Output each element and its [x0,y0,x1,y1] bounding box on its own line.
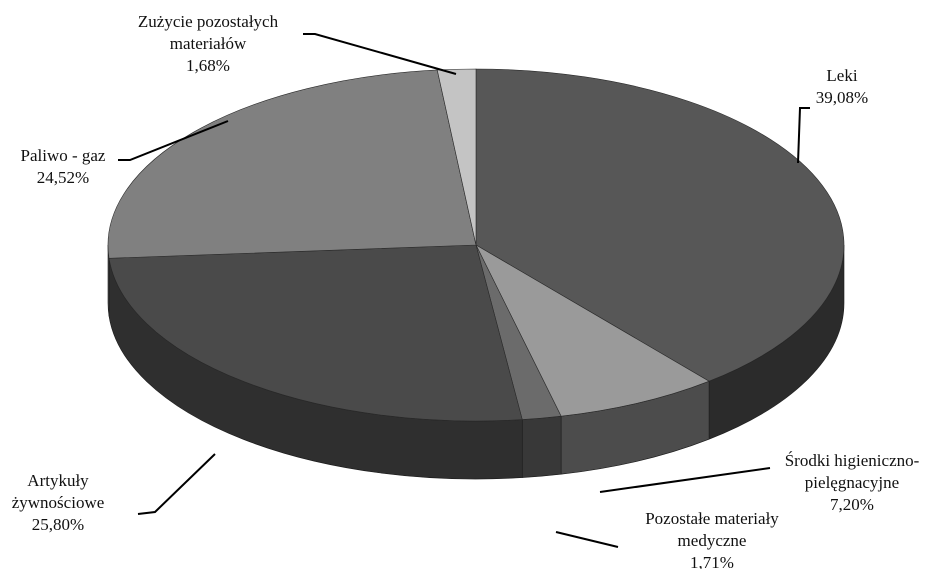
slice-label-2-line-2: 1,71% [690,553,734,569]
slice-label-0-line-1: 39,08% [816,88,868,107]
slice-label-4-line-0: Paliwo - gaz [21,146,106,165]
slice-label-5-line-2: 1,68% [186,56,230,75]
leader-line-3 [137,453,216,515]
slice-label-5-line-0: Zużycie pozostałych [138,12,279,31]
pie-slice-3 [108,244,523,422]
slice-label-1-line-2: 7,20% [830,495,874,514]
pie-top-faces [107,68,845,422]
pie-slice-0 [475,68,845,382]
slice-label-1-line-0: Środki higieniczno- [785,451,920,470]
slice-label-5-line-1: materiałów [170,34,247,53]
leader-line-0 [797,107,810,164]
leader-line-2 [555,531,619,548]
slice-label-2-line-0: Pozostałe materiały [645,509,779,528]
pie-side-walls [107,244,845,480]
pie-slice-1 [475,244,710,417]
slice-labels: Leki 39,08% Środki higieniczno-pielęgnacyj… [12,12,920,569]
pie-slice-5 [436,68,477,246]
slice-label-3-line-2: 25,80% [32,515,84,534]
label-leader-lines [118,33,810,548]
slice-label-3-line-0: Artykuły [27,471,89,490]
leader-line-5 [303,33,457,75]
pie-slice-4 [107,69,477,259]
leader-line-4 [118,120,229,161]
slice-label-0-line-0: Leki [826,66,857,85]
slice-label-2-line-1: medyczne [678,531,747,550]
slice-label-3-line-1: żywnościowe [12,493,105,512]
pie-slice-side-2 [521,415,562,478]
slice-label-4-line-1: 24,52% [37,168,89,187]
slice-label-1-line-1: pielęgnacyjne [805,473,899,492]
leader-line-1 [599,467,771,493]
